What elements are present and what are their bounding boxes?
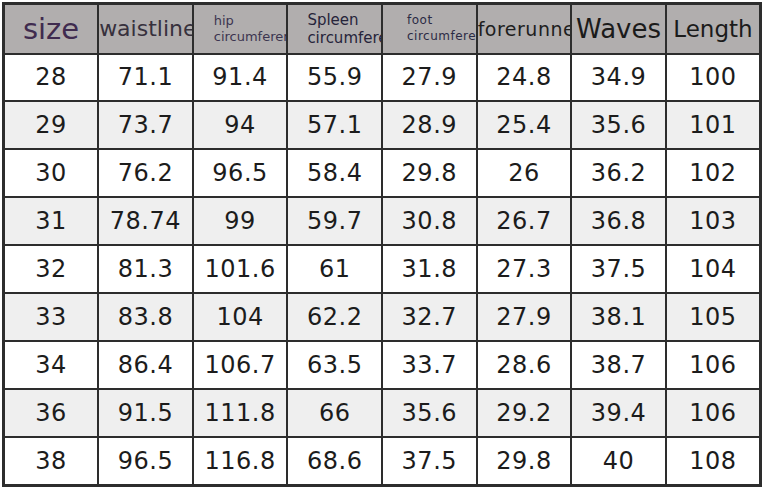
table-row: 3281.3101.66131.827.337.5104 (4, 245, 761, 293)
column-header-waistline: waistline (98, 4, 193, 54)
table-row: 2871.191.455.927.924.834.9100 (4, 54, 761, 102)
value-cell-waves: 38.1 (571, 293, 666, 341)
size-cell: 38 (4, 437, 99, 486)
value-cell-foot-circumference: 28.9 (382, 101, 477, 149)
column-header-hip-circumference: hip circumference (193, 4, 288, 54)
value-cell-waves: 34.9 (571, 54, 666, 102)
value-cell-hip-circumference: 91.4 (193, 54, 288, 102)
value-cell-foot-circumference: 27.9 (382, 54, 477, 102)
size-cell: 30 (4, 149, 99, 197)
value-cell-hip-circumference: 104 (193, 293, 288, 341)
table-row: 3383.810462.232.727.938.1105 (4, 293, 761, 341)
value-cell-hip-circumference: 94 (193, 101, 288, 149)
value-cell-waves: 35.6 (571, 101, 666, 149)
table-row: 3896.5116.868.637.529.840108 (4, 437, 761, 486)
value-cell-spleen-circumference: 57.1 (287, 101, 382, 149)
value-cell-foot-circumference: 37.5 (382, 437, 477, 486)
column-header-forerunner: forerunner (477, 4, 572, 54)
table-row: 3178.749959.730.826.736.8103 (4, 197, 761, 245)
table-row: 3076.296.558.429.82636.2102 (4, 149, 761, 197)
value-cell-hip-circumference: 96.5 (193, 149, 288, 197)
value-cell-waves: 39.4 (571, 389, 666, 437)
size-cell: 28 (4, 54, 99, 102)
column-header-length: Length (666, 4, 761, 54)
size-chart-page: sizewaistlinehip circumferenceSpleen cir… (0, 0, 764, 489)
value-cell-forerunner: 24.8 (477, 54, 572, 102)
value-cell-waistline: 91.5 (98, 389, 193, 437)
value-cell-waistline: 78.74 (98, 197, 193, 245)
header-row: sizewaistlinehip circumferenceSpleen cir… (4, 4, 761, 54)
value-cell-spleen-circumference: 62.2 (287, 293, 382, 341)
value-cell-foot-circumference: 31.8 (382, 245, 477, 293)
size-cell: 32 (4, 245, 99, 293)
value-cell-forerunner: 29.8 (477, 437, 572, 486)
value-cell-spleen-circumference: 63.5 (287, 341, 382, 389)
value-cell-length: 103 (666, 197, 761, 245)
size-cell: 31 (4, 197, 99, 245)
size-chart-table: sizewaistlinehip circumferenceSpleen cir… (2, 2, 762, 487)
size-cell: 34 (4, 341, 99, 389)
column-header-spleen-circumference: Spleen circumference (287, 4, 382, 54)
value-cell-spleen-circumference: 61 (287, 245, 382, 293)
value-cell-length: 108 (666, 437, 761, 486)
value-cell-length: 106 (666, 341, 761, 389)
value-cell-waistline: 73.7 (98, 101, 193, 149)
value-cell-hip-circumference: 111.8 (193, 389, 288, 437)
value-cell-waistline: 96.5 (98, 437, 193, 486)
size-cell: 36 (4, 389, 99, 437)
table-row: 2973.79457.128.925.435.6101 (4, 101, 761, 149)
value-cell-forerunner: 27.3 (477, 245, 572, 293)
value-cell-forerunner: 29.2 (477, 389, 572, 437)
value-cell-foot-circumference: 30.8 (382, 197, 477, 245)
value-cell-foot-circumference: 32.7 (382, 293, 477, 341)
value-cell-spleen-circumference: 58.4 (287, 149, 382, 197)
size-cell: 29 (4, 101, 99, 149)
value-cell-forerunner: 25.4 (477, 101, 572, 149)
value-cell-hip-circumference: 99 (193, 197, 288, 245)
column-header-size: size (4, 4, 99, 54)
value-cell-waistline: 71.1 (98, 54, 193, 102)
value-cell-waistline: 76.2 (98, 149, 193, 197)
value-cell-length: 106 (666, 389, 761, 437)
value-cell-length: 101 (666, 101, 761, 149)
value-cell-waves: 38.7 (571, 341, 666, 389)
value-cell-forerunner: 27.9 (477, 293, 572, 341)
column-header-waves: Waves (571, 4, 666, 54)
value-cell-foot-circumference: 33.7 (382, 341, 477, 389)
size-cell: 33 (4, 293, 99, 341)
value-cell-hip-circumference: 106.7 (193, 341, 288, 389)
value-cell-spleen-circumference: 68.6 (287, 437, 382, 486)
table-header: sizewaistlinehip circumferenceSpleen cir… (4, 4, 761, 54)
value-cell-length: 105 (666, 293, 761, 341)
value-cell-spleen-circumference: 66 (287, 389, 382, 437)
value-cell-forerunner: 28.6 (477, 341, 572, 389)
value-cell-forerunner: 26 (477, 149, 572, 197)
value-cell-foot-circumference: 29.8 (382, 149, 477, 197)
value-cell-waves: 37.5 (571, 245, 666, 293)
value-cell-foot-circumference: 35.6 (382, 389, 477, 437)
value-cell-spleen-circumference: 55.9 (287, 54, 382, 102)
value-cell-length: 104 (666, 245, 761, 293)
value-cell-spleen-circumference: 59.7 (287, 197, 382, 245)
value-cell-waves: 40 (571, 437, 666, 486)
value-cell-length: 102 (666, 149, 761, 197)
value-cell-forerunner: 26.7 (477, 197, 572, 245)
value-cell-waistline: 86.4 (98, 341, 193, 389)
value-cell-waves: 36.2 (571, 149, 666, 197)
table-row: 3486.4106.763.533.728.638.7106 (4, 341, 761, 389)
value-cell-waistline: 83.8 (98, 293, 193, 341)
column-header-foot-circumference: foot circumference (382, 4, 477, 54)
value-cell-waves: 36.8 (571, 197, 666, 245)
value-cell-waistline: 81.3 (98, 245, 193, 293)
table-body: 2871.191.455.927.924.834.91002973.79457.… (4, 54, 761, 486)
table-row: 3691.5111.86635.629.239.4106 (4, 389, 761, 437)
value-cell-length: 100 (666, 54, 761, 102)
value-cell-hip-circumference: 101.6 (193, 245, 288, 293)
value-cell-hip-circumference: 116.8 (193, 437, 288, 486)
